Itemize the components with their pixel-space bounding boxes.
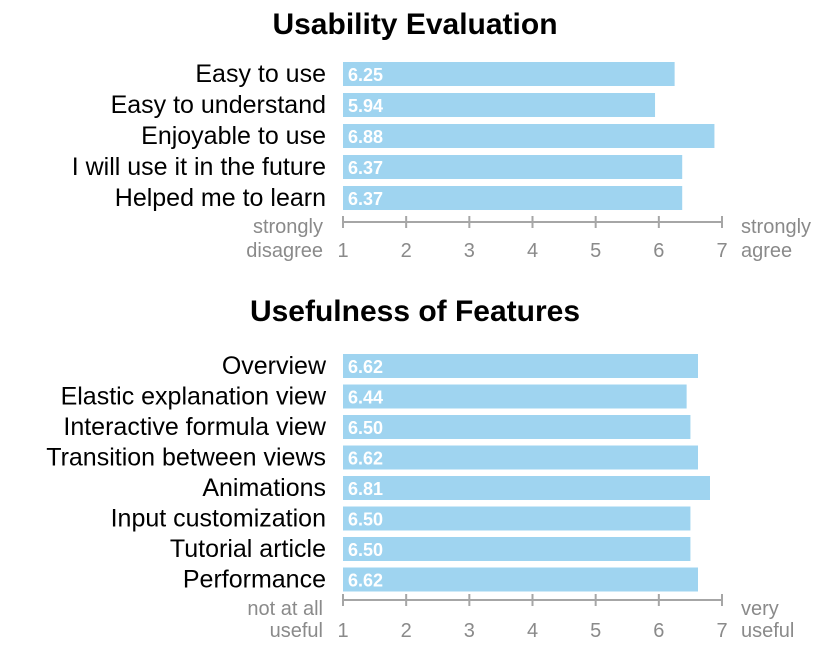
category-label: Transition between views (46, 444, 326, 472)
x-tick-label: 4 (527, 620, 538, 642)
scale-low-label-line1: not at all (247, 598, 323, 620)
value-label: 6.50 (348, 510, 383, 530)
bar (343, 62, 675, 86)
value-label: 6.44 (348, 388, 383, 408)
category-label: I will use it in the future (72, 153, 326, 181)
bar (343, 186, 683, 210)
category-label: Interactive formula view (63, 413, 327, 441)
category-label: Easy to use (195, 60, 326, 88)
category-label: Overview (222, 352, 327, 380)
scale-high-label-line2: agree (741, 240, 792, 262)
bar (343, 354, 698, 378)
x-tick-label: 1 (337, 620, 348, 642)
value-label: 5.94 (348, 96, 383, 116)
x-tick-label: 5 (590, 240, 601, 262)
category-label: Tutorial article (170, 535, 326, 563)
scale-low-label-line2: useful (270, 620, 323, 642)
value-label: 6.81 (348, 479, 383, 499)
scale-low-label-line2: disagree (246, 240, 323, 262)
value-label: 6.50 (348, 418, 383, 438)
value-label: 6.50 (348, 540, 383, 560)
x-tick-label: 6 (653, 240, 664, 262)
bar (343, 567, 698, 592)
value-label: 6.62 (348, 571, 383, 591)
bar (343, 124, 715, 148)
bar (343, 415, 691, 439)
category-label: Animations (202, 474, 326, 502)
x-tick-label: 1 (337, 240, 348, 262)
category-label: Input customization (111, 505, 326, 533)
category-label: Performance (183, 566, 326, 594)
bar (343, 93, 656, 117)
x-tick-label: 2 (401, 620, 412, 642)
value-label: 6.62 (348, 357, 383, 377)
x-tick-label: 2 (401, 240, 412, 262)
x-tick-label: 5 (590, 620, 601, 642)
bar (343, 476, 710, 500)
value-label: 6.37 (348, 158, 383, 178)
chart-title-0: Usability Evaluation (272, 8, 557, 41)
bar (343, 445, 698, 470)
x-tick-label: 7 (716, 620, 727, 642)
x-tick-label: 7 (716, 240, 727, 262)
x-tick-label: 3 (464, 620, 475, 642)
x-tick-label: 3 (464, 240, 475, 262)
value-label: 6.88 (348, 127, 383, 147)
bar (343, 384, 687, 409)
bar (343, 506, 691, 531)
bar (343, 537, 691, 561)
scale-high-label-line2: useful (741, 620, 794, 642)
scale-high-label-line1: strongly (741, 216, 811, 238)
bar (343, 155, 683, 179)
value-label: 6.62 (348, 449, 383, 469)
x-tick-label: 6 (653, 620, 664, 642)
category-label: Easy to understand (111, 91, 326, 119)
category-label: Enjoyable to use (141, 122, 326, 150)
value-label: 6.37 (348, 189, 383, 209)
category-label: Elastic explanation view (61, 383, 327, 411)
x-tick-label: 4 (527, 240, 538, 262)
chart-title-1: Usefulness of Features (250, 295, 580, 328)
category-label: Helped me to learn (115, 184, 326, 212)
value-label: 6.25 (348, 65, 383, 85)
scale-low-label-line1: strongly (253, 216, 323, 238)
scale-high-label-line1: very (741, 598, 779, 620)
